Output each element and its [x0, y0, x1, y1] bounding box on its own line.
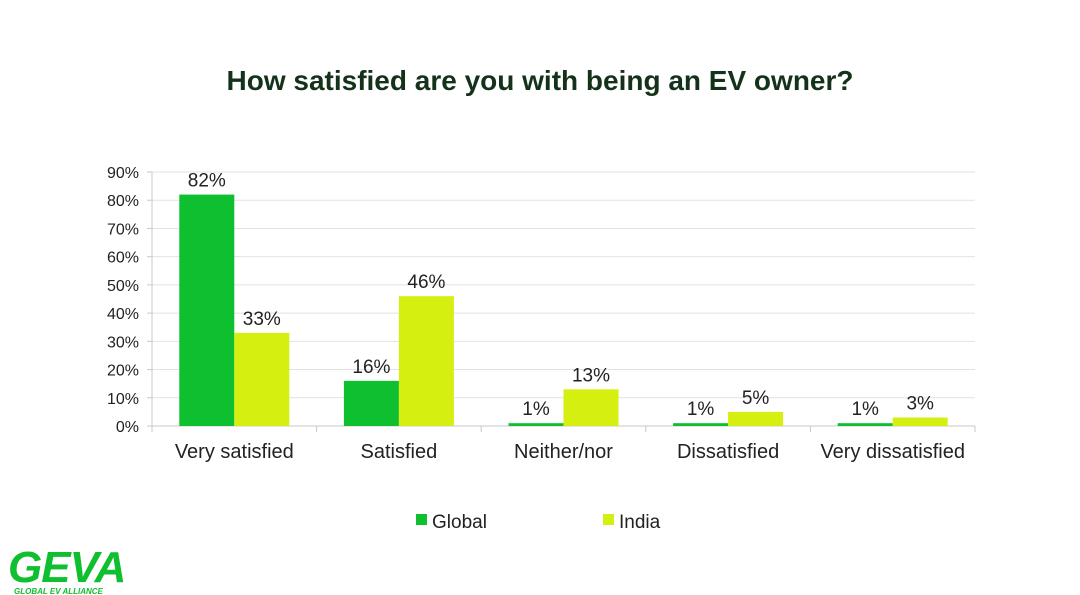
- data-label: 46%: [407, 272, 445, 293]
- y-tick-label: 60%: [107, 250, 139, 267]
- data-label: 1%: [522, 399, 550, 420]
- x-category-label: Satisfied: [361, 441, 438, 463]
- bar-india: [398, 296, 454, 426]
- bar-india: [728, 411, 784, 426]
- bar-global: [837, 423, 893, 426]
- bar-india: [563, 389, 619, 426]
- y-tick-label: 30%: [107, 334, 139, 351]
- legend-swatch-india: [603, 514, 614, 525]
- data-label: 16%: [352, 357, 390, 378]
- y-tick-label: 0%: [116, 419, 139, 436]
- legend-label: India: [619, 512, 661, 533]
- bar-global: [508, 423, 564, 426]
- bar-india: [892, 417, 948, 426]
- y-tick-label: 70%: [107, 221, 139, 238]
- chart-title: How satisfied are you with being an EV o…: [227, 65, 854, 96]
- y-tick-label: 40%: [107, 306, 139, 323]
- y-axis: 0% 10% 20% 30% 40% 50% 60% 70% 80% 90%: [107, 165, 153, 436]
- y-tick-label: 90%: [107, 165, 139, 182]
- y-tick-label: 10%: [107, 391, 139, 408]
- data-label: 82%: [188, 171, 226, 192]
- bars: 82% 33% 16% 46% 1% 13% 1% 5% 1% 3%: [179, 171, 948, 426]
- legend: Global India: [416, 512, 661, 533]
- y-tick-label: 50%: [107, 278, 139, 295]
- y-tick-label: 80%: [107, 193, 139, 210]
- data-label: 13%: [572, 365, 610, 386]
- legend-label: Global: [432, 512, 487, 533]
- x-axis: Very satisfied Satisfied Neither/nor Dissat…: [151, 426, 976, 463]
- x-category-label: Very dissatisfied: [820, 441, 965, 463]
- data-label: 1%: [851, 399, 879, 420]
- logo-wordmark: GEVA: [8, 543, 125, 592]
- bar-global: [343, 380, 399, 426]
- data-label: 3%: [906, 394, 934, 415]
- bar-india: [234, 332, 290, 426]
- data-label: 5%: [742, 388, 770, 409]
- x-category-label: Neither/nor: [514, 441, 613, 463]
- x-category-label: Very satisfied: [175, 441, 294, 463]
- bar-global: [179, 194, 235, 426]
- bar-global: [673, 423, 729, 426]
- data-label: 33%: [243, 309, 281, 330]
- logo-tagline: GLOBAL EV ALLIANCE: [14, 587, 104, 595]
- data-label: 1%: [687, 399, 715, 420]
- y-tick-label: 20%: [107, 363, 139, 380]
- legend-swatch-global: [416, 514, 427, 525]
- x-category-label: Dissatisfied: [677, 441, 779, 463]
- geva-logo: GEVA GLOBAL EV ALLIANCE: [8, 543, 126, 595]
